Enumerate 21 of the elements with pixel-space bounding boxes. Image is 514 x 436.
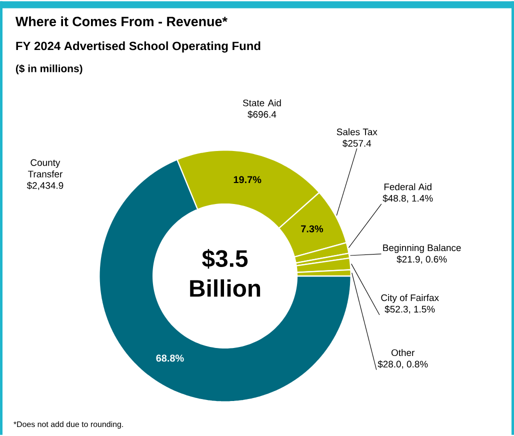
text: ($ in millions) <box>16 64 82 74</box>
data-label: $2,434.9 <box>26 182 64 190</box>
data-label: $696.4 <box>248 110 276 118</box>
text: 7.3% <box>301 225 324 232</box>
slice-label: Other <box>391 349 415 356</box>
slice-label: Beginning Balance <box>383 244 461 253</box>
data-label: $28.0, 0.8% <box>378 360 428 369</box>
slice-label: Federal Aid <box>384 183 432 190</box>
data-label: $21.9, 0.6% <box>396 255 447 264</box>
chart-subtitle: FY 2024 Advertised School Operating Fund <box>16 41 260 53</box>
text: 19.7% <box>234 176 262 184</box>
slice-label: County Transfer <box>28 159 62 178</box>
data-label: $48.8, 1.4% <box>382 194 433 203</box>
slice-label: City of Fairfax <box>381 294 439 303</box>
data-label: $52.3, 1.5% <box>384 305 435 314</box>
data-label: $257.4 <box>342 140 372 148</box>
text: $3.5 Billion <box>190 249 260 297</box>
chart-title: Where it Comes From - Revenue* <box>15 16 228 26</box>
slice-label: Sales Tax <box>336 128 378 136</box>
text: 68.8% <box>156 354 184 362</box>
slice-label: State Aid <box>242 99 281 106</box>
